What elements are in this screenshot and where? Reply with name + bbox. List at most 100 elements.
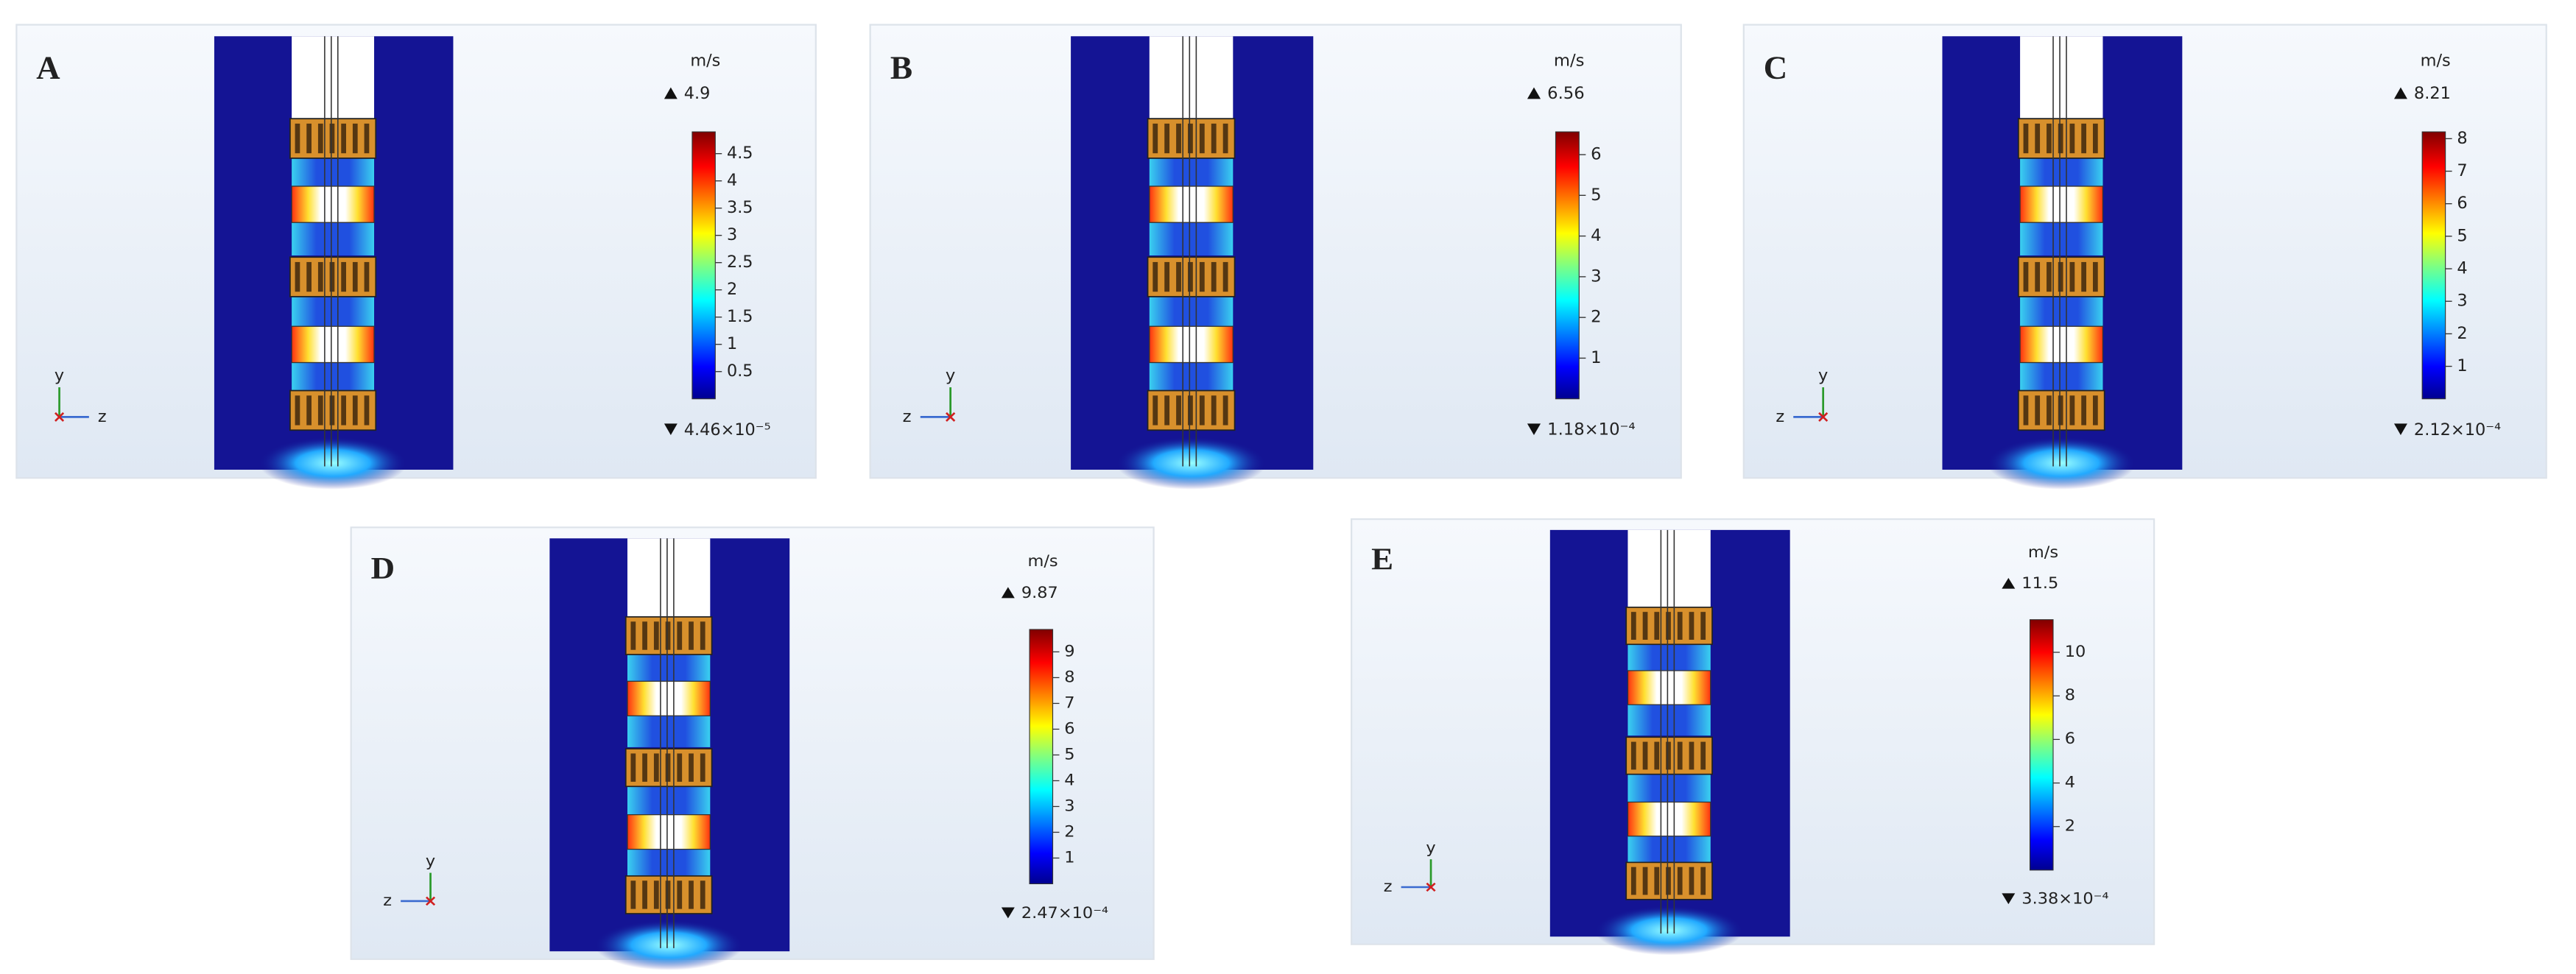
channel [292, 36, 375, 119]
min-marker [2393, 423, 2407, 435]
unit-label: m/s [1554, 51, 1585, 70]
scale-tick-label: 4 [2065, 774, 2075, 791]
ring-slot [329, 261, 335, 292]
ring-slot [2023, 395, 2029, 426]
ring-slot [2047, 261, 2052, 292]
scale-tick-label: 4.5 [727, 144, 753, 163]
ring-slot [1666, 612, 1671, 640]
ring-slot [1630, 741, 1636, 770]
ring-slot [2058, 395, 2063, 426]
scale-tick-label: 8 [2457, 129, 2467, 148]
color-scale [691, 131, 716, 400]
unit-label: m/s [690, 51, 720, 70]
ring-slot [665, 753, 671, 782]
scale-tick-label: 4 [2457, 259, 2467, 278]
blade-block [627, 680, 711, 716]
color-scale [1029, 629, 1054, 885]
ring-slot [2092, 261, 2098, 292]
scale-tick-label: 6 [1591, 145, 1601, 164]
outlet-glow [1987, 437, 2136, 490]
scale-tick-label: 3 [727, 225, 737, 244]
x-axis-marker [1818, 412, 1829, 422]
axis-label: y [54, 366, 64, 385]
ring-slot [1642, 741, 1648, 770]
axis-label: y [426, 853, 435, 870]
ring-slot [317, 261, 323, 292]
ring-slot [1211, 395, 1217, 426]
ring-slot [1176, 395, 1181, 426]
ring-slot [700, 881, 705, 909]
scale-tick-label: 8 [2065, 687, 2075, 705]
axis-label: z [98, 407, 107, 426]
ring-slot [1677, 612, 1683, 640]
ring-slot [2035, 395, 2041, 426]
outlet-glow [1116, 437, 1267, 490]
scale-tick-label: 5 [2457, 226, 2467, 245]
blade-block [2019, 325, 2104, 364]
scale-tick-label: 3 [2457, 292, 2467, 311]
channel [627, 538, 711, 617]
scale-tick-label: 6 [2457, 194, 2467, 213]
ring-slot [341, 123, 346, 154]
scale-tick-label: 0.5 [727, 361, 753, 381]
panel-label: E [1371, 543, 1393, 576]
color-scale [1555, 131, 1580, 400]
ring-slot [295, 395, 300, 426]
ring-slot [1642, 867, 1648, 895]
ring-slot [2058, 261, 2063, 292]
ring-slot [1666, 867, 1671, 895]
ring-slot [689, 753, 694, 782]
ring-slot [1164, 261, 1170, 292]
x-axis-marker [1426, 882, 1436, 892]
ring-slot [295, 123, 300, 154]
color-scale [2029, 619, 2054, 871]
ring-slot [1152, 395, 1158, 426]
min-marker [1001, 907, 1015, 919]
ring-slot [1199, 395, 1205, 426]
max-label: 6.56 [1547, 84, 1585, 103]
axis-label: y [946, 366, 955, 385]
max-marker [2002, 577, 2016, 589]
color-scale [2421, 131, 2446, 400]
blade-block [1149, 186, 1234, 223]
panel-label: D [371, 551, 395, 586]
panel-label: A [36, 49, 60, 86]
unit-label: m/s [2028, 544, 2058, 562]
ring-slot [352, 123, 358, 154]
ring-slot [364, 395, 370, 426]
ring-slot [1164, 123, 1170, 154]
ring-slot [630, 621, 636, 650]
scale-tick-label: 8 [1064, 668, 1074, 686]
axis-label: y [1426, 839, 1435, 857]
panel-label: B [890, 49, 912, 86]
ring-slot [1642, 612, 1648, 640]
blade-block [291, 325, 375, 364]
ring-slot [295, 261, 300, 292]
ring-slot [1164, 395, 1170, 426]
unit-label: m/s [1027, 553, 1058, 571]
blade-block [291, 186, 375, 223]
outlet-glow [1594, 906, 1744, 956]
scale-tick-label: 9 [1064, 643, 1074, 660]
ring-slot [2081, 261, 2086, 292]
scale-tick-label: 7 [2457, 161, 2467, 180]
outlet-glow [594, 920, 744, 970]
ring-slot [642, 621, 647, 650]
axis-label: z [1776, 407, 1784, 426]
axis-label: z [383, 892, 392, 909]
scale-tick-label: 4 [1064, 772, 1074, 789]
ring-slot [329, 395, 335, 426]
channel [1627, 529, 1711, 607]
scale-tick-label: 6 [2065, 730, 2075, 748]
ring-slot [1222, 123, 1228, 154]
scale-tick-label: 3 [1591, 267, 1601, 286]
ring-slot [1666, 741, 1671, 770]
max-label: 11.5 [2021, 575, 2058, 593]
ring-slot [630, 881, 636, 909]
ring-slot [2023, 261, 2029, 292]
x-axis-marker [425, 896, 436, 906]
